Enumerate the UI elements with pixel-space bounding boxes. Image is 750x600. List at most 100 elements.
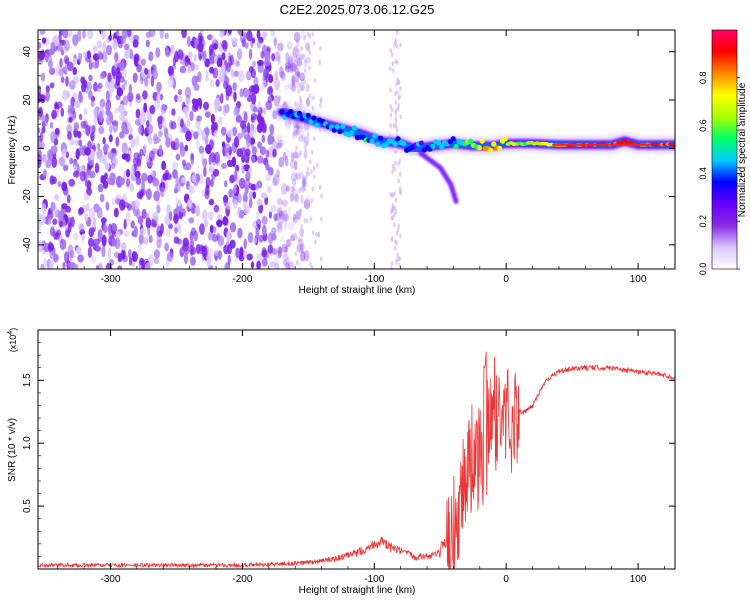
heatmap-noise-cell xyxy=(313,174,316,180)
heatmap-noise-cell xyxy=(38,240,43,253)
heatmap-noise-cell xyxy=(60,107,65,117)
heatmap-noise-cell xyxy=(129,183,135,192)
heatmap-noise-cell xyxy=(399,85,402,91)
heatmap-noise-cell xyxy=(220,92,224,104)
heatmap-noise-cell xyxy=(125,211,131,223)
heatmap-noise-cell xyxy=(77,254,84,263)
heatmap-noise-cell xyxy=(164,32,169,40)
heatmap-noise-cell xyxy=(252,60,257,68)
snr-series-line xyxy=(38,351,675,569)
heatmap-noise-cell xyxy=(279,66,284,78)
ridge-amplitude-cell xyxy=(369,138,375,144)
x-tick-label: -300 xyxy=(101,274,121,285)
heatmap-noise-cell xyxy=(310,265,314,269)
heatmap-noise-cell xyxy=(86,202,90,212)
heatmap-noise-cell xyxy=(390,260,394,266)
heatmap-noise-cell xyxy=(67,222,72,234)
heatmap-noise-cell xyxy=(282,151,287,161)
heatmap-noise-cell xyxy=(277,42,284,52)
heatmap-noise-cell xyxy=(121,248,126,260)
heatmap-noise-cell xyxy=(284,156,289,167)
heatmap-noise-cell xyxy=(193,54,197,62)
heatmap-noise-cell xyxy=(119,199,126,211)
ridge-amplitude-cell xyxy=(349,130,355,136)
heatmap-noise-cell xyxy=(77,131,82,139)
heatmap-noise-cell xyxy=(215,79,220,87)
heatmap-noise-cell xyxy=(392,123,396,129)
heatmap-noise-cell xyxy=(252,146,257,156)
heatmap-noise-cell xyxy=(272,177,277,187)
heatmap-noise-cell xyxy=(154,249,160,259)
x-tick-label: -200 xyxy=(232,574,252,585)
heatmap-noise-cell xyxy=(251,156,256,164)
heatmap-noise-cell xyxy=(49,82,55,89)
heatmap-noise-cell xyxy=(290,64,294,73)
heatmap-noise-cell xyxy=(134,199,140,211)
heatmap-noise-cell xyxy=(195,139,200,149)
heatmap-noise-cell xyxy=(123,218,127,230)
heatmap-noise-cell xyxy=(87,50,91,60)
heatmap-noise-cell xyxy=(398,262,401,268)
heatmap-noise-cell xyxy=(210,178,214,188)
colorbar-ticks: 0.0 0.2 0.4 0.6 0.8 xyxy=(698,72,740,275)
heatmap-noise-cell xyxy=(184,144,189,152)
heatmap-noise-cell xyxy=(311,149,314,155)
heatmap-noise-cell xyxy=(88,207,96,219)
heatmap-noise-cell xyxy=(391,235,394,241)
heatmap-noise-cell xyxy=(274,214,279,221)
heatmap-noise-cell xyxy=(235,247,241,258)
ridge-amplitude-cell xyxy=(351,125,358,131)
heatmap-noise-cell xyxy=(294,70,301,83)
heatmap-noise-cell xyxy=(297,262,302,269)
heatmap-noise-cell xyxy=(107,150,114,160)
heatmap-noise-cell xyxy=(41,115,49,127)
heatmap-noise-cell xyxy=(161,160,167,171)
heatmap-noise-cell xyxy=(296,125,300,135)
x-tick-label: -200 xyxy=(232,274,252,285)
heatmap-noise-cell xyxy=(294,164,297,170)
heatmap-noise-cell xyxy=(306,32,310,37)
heatmap-noise-cell xyxy=(198,48,204,60)
heatmap-noise-cell xyxy=(172,56,177,66)
ridge-amplitude-cell xyxy=(401,141,407,147)
heatmap-noise-cell xyxy=(177,199,182,207)
heatmap-noise-cell xyxy=(395,127,399,133)
heatmap-noise-cell xyxy=(303,58,308,68)
heatmap-noise-cell xyxy=(81,233,85,241)
heatmap-noise-cell xyxy=(209,248,213,259)
heatmap-noise-cell xyxy=(205,176,211,189)
heatmap-noise-cell xyxy=(110,163,116,170)
heatmap-noise-cell xyxy=(277,246,283,255)
heatmap-noise-cell xyxy=(276,142,283,149)
heatmap-noise-cell xyxy=(251,92,257,105)
heatmap-noise-cell xyxy=(118,177,126,186)
ridge-amplitude-cell xyxy=(430,143,436,149)
heatmap-noise-cell xyxy=(38,127,41,134)
ridge-amplitude-cell xyxy=(476,145,482,151)
heatmap-noise-cell xyxy=(193,230,198,242)
heatmap-noise-cell xyxy=(298,188,301,193)
y-tick-label: 40 xyxy=(22,46,33,58)
heatmap-noise-cell xyxy=(128,256,133,266)
heatmap-noise-cell xyxy=(390,193,393,198)
heatmap-noise-cell xyxy=(303,250,310,262)
heatmap-noise-cell xyxy=(300,78,306,86)
heatmap-noise-cell xyxy=(246,71,252,80)
heatmap-noise-cell xyxy=(68,80,76,90)
heatmap-noise-cell xyxy=(105,109,112,116)
snr-frame xyxy=(37,329,676,570)
heatmap-noise-cell xyxy=(271,227,277,235)
heatmap-noise-cell xyxy=(251,237,258,245)
heatmap-noise-cell xyxy=(278,206,283,218)
heatmap-noise-cell xyxy=(398,256,401,262)
y-tick-label: 20 xyxy=(22,94,33,106)
ridge-amplitude-cell xyxy=(340,123,346,130)
heatmap-noise-cell xyxy=(182,106,188,115)
heatmap-noise-cell xyxy=(135,208,141,220)
heatmap-noise-cell xyxy=(52,218,58,225)
heatmap-noise-cell xyxy=(268,133,274,142)
heatmap-noise-cell xyxy=(100,217,107,224)
heatmap-noise-cell xyxy=(283,214,290,222)
heatmap-noise-cell xyxy=(96,40,103,49)
heatmap-noise-cell xyxy=(99,72,106,79)
